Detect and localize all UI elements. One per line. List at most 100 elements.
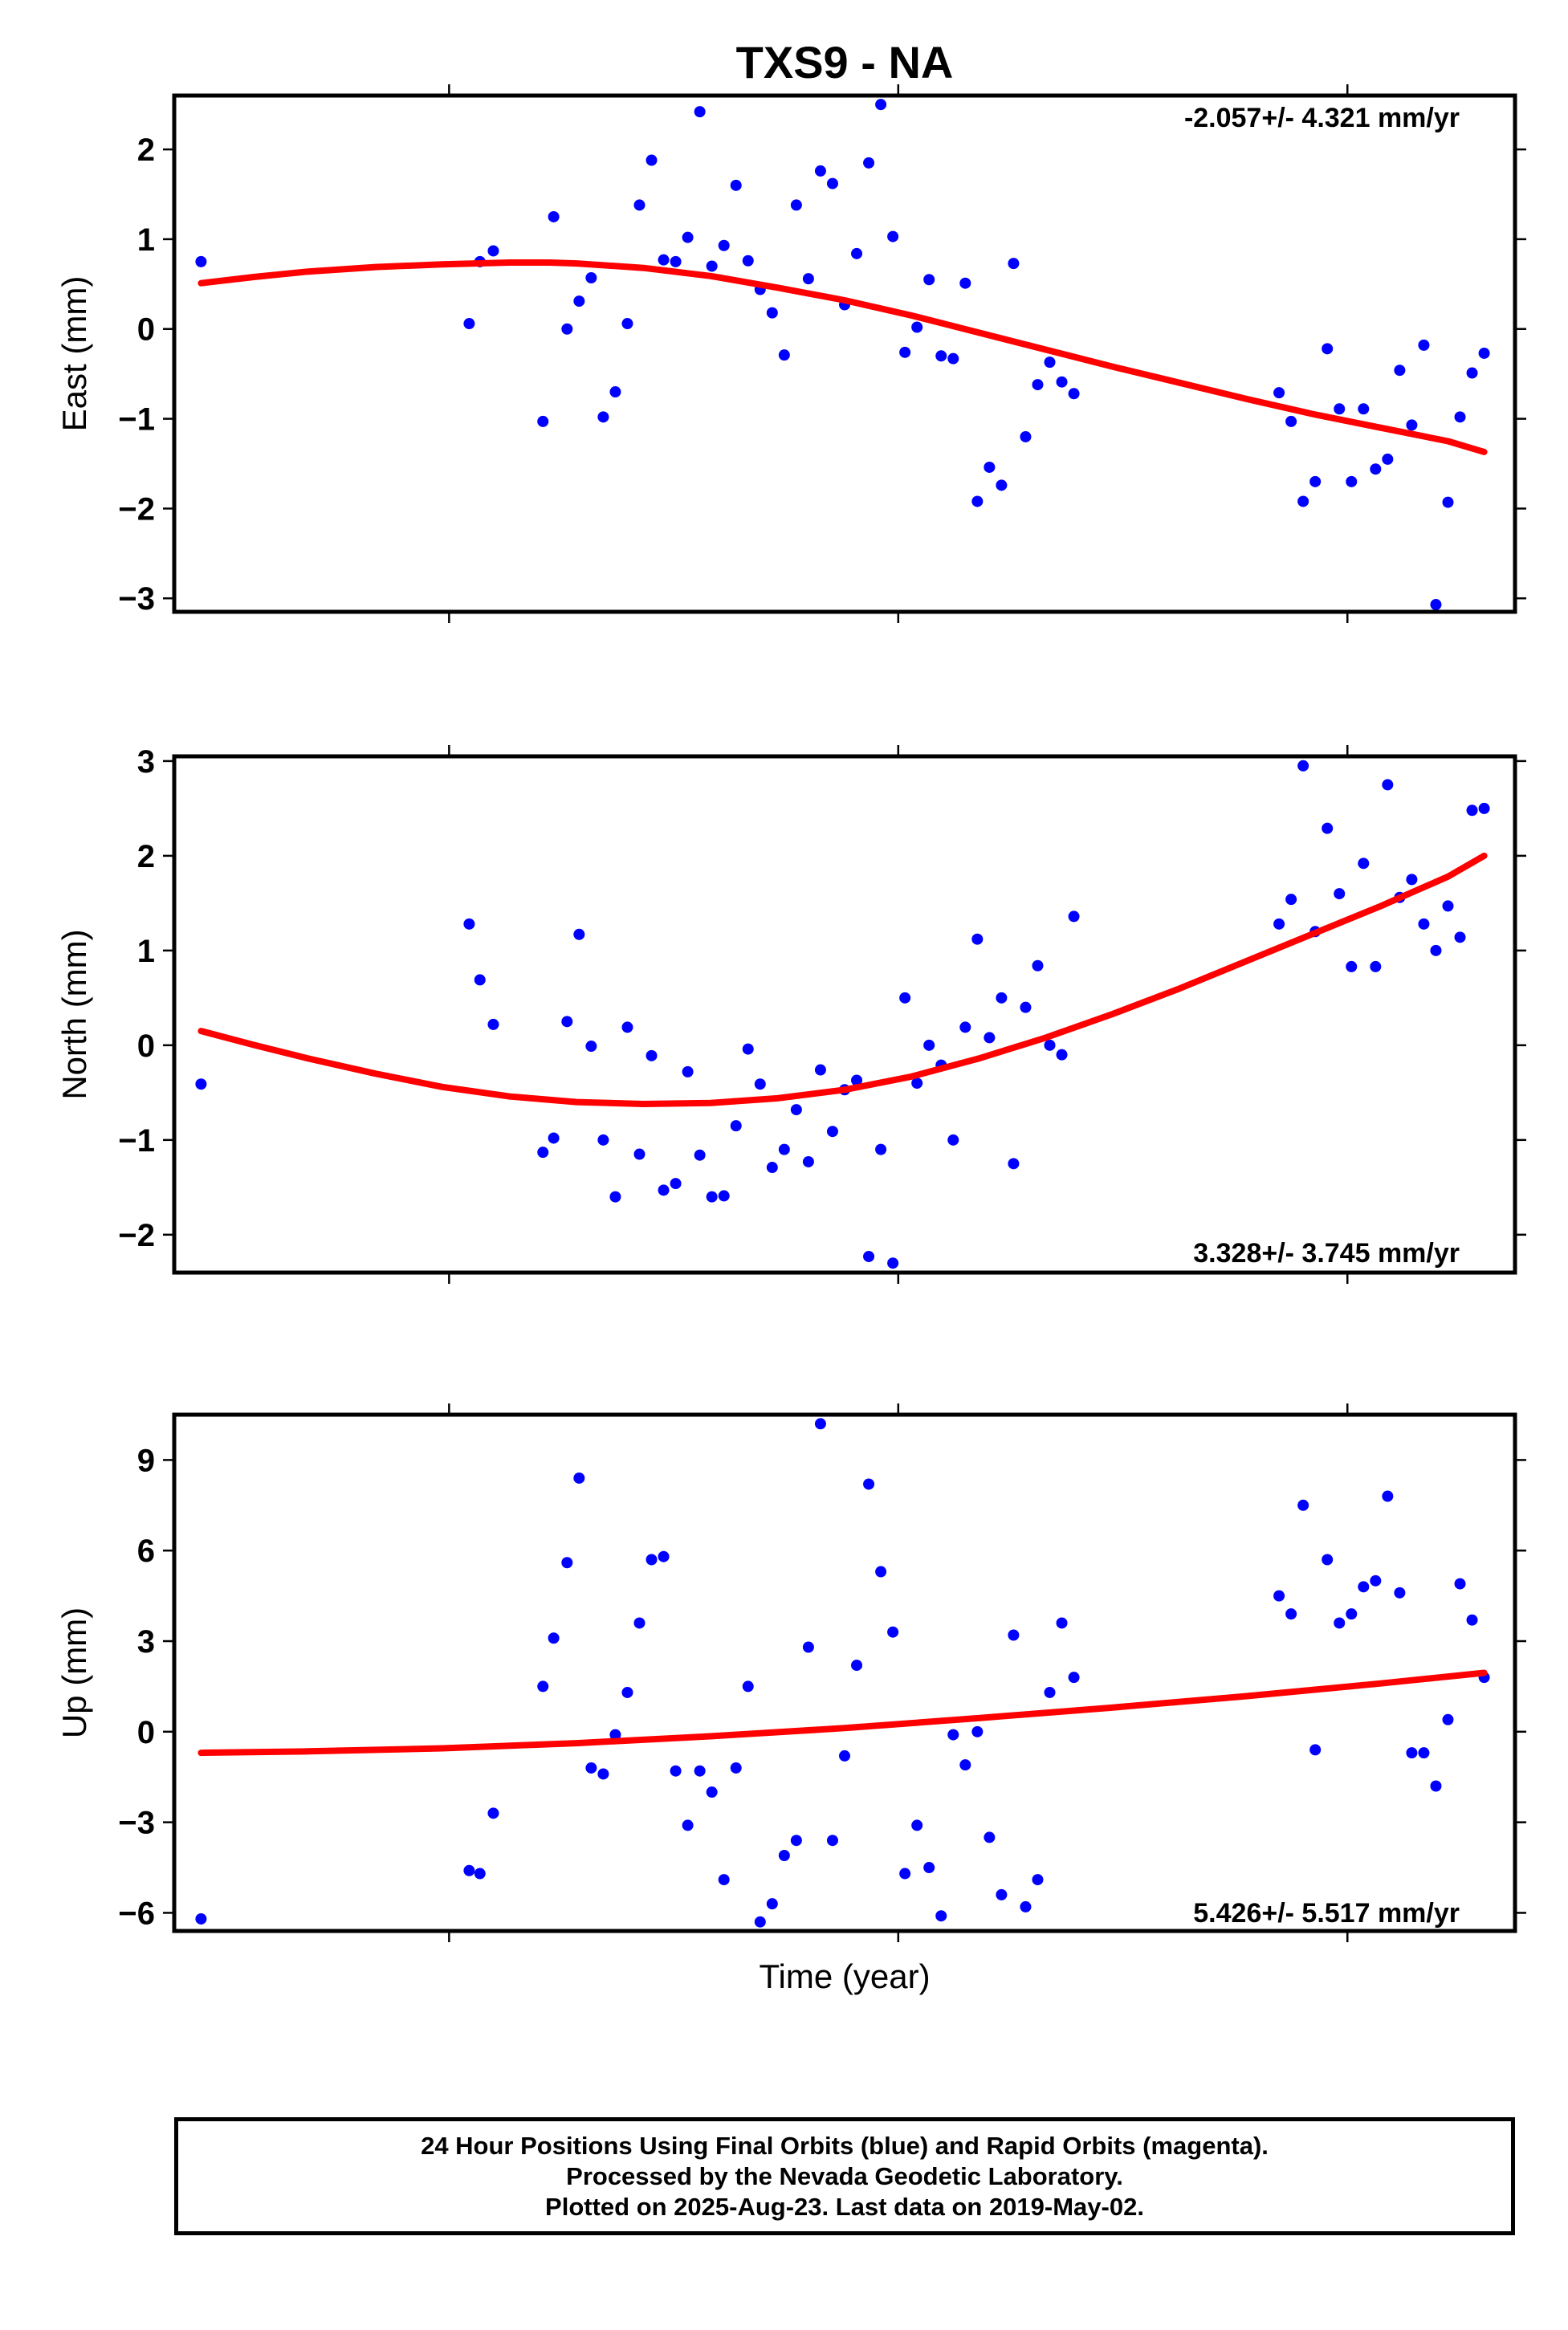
north-data-point (463, 918, 475, 930)
east-data-point (633, 199, 646, 211)
east-data-point (899, 346, 911, 358)
east-plot-area (195, 99, 1490, 611)
east-data-point (1032, 379, 1044, 391)
north-data-point (1430, 944, 1442, 956)
up-data-point (706, 1786, 718, 1798)
up-data-point (609, 1729, 621, 1741)
north-data-point (802, 1155, 814, 1167)
up-data-point (548, 1632, 560, 1644)
up-data-point (474, 1868, 486, 1880)
east-data-point (1068, 388, 1080, 400)
up-data-point (1044, 1686, 1056, 1698)
north-ytick-label: −1 (118, 1123, 155, 1159)
footer-line-processed: Processed by the Nevada Geodetic Laborat… (566, 2161, 1123, 2190)
east-data-point (887, 230, 899, 242)
north-data-point (996, 992, 1008, 1004)
north-data-point (573, 928, 585, 940)
east-y-axis-label: East (mm) (55, 276, 93, 432)
north-data-point (1442, 900, 1454, 912)
up-data-point (1466, 1614, 1478, 1626)
north-data-point (887, 1257, 899, 1269)
east-ytick-label: 0 (137, 312, 155, 348)
north-data-point (195, 1078, 207, 1090)
north-data-point (971, 933, 984, 945)
north-data-point (1478, 802, 1490, 814)
north-data-point (621, 1021, 633, 1033)
north-data-point (1322, 822, 1334, 834)
north-ytick-label: 2 (137, 839, 155, 874)
north-data-point (1334, 888, 1346, 900)
east-data-point (1454, 411, 1466, 423)
north-y-axis-label: North (mm) (55, 929, 93, 1099)
east-data-point (971, 495, 984, 507)
up-data-point (875, 1566, 887, 1578)
east-data-point (646, 154, 658, 166)
up-data-point (778, 1849, 790, 1861)
north-ytick-label: −2 (118, 1218, 155, 1253)
up-data-point (658, 1550, 670, 1562)
up-data-point (1370, 1574, 1382, 1587)
up-data-point (1430, 1780, 1442, 1792)
north-ytick-label: 0 (137, 1029, 155, 1064)
north-data-point (899, 992, 911, 1004)
up-panel: 9 6 3 0 −3 −6 Up (mm) 5.426+/- 5.517 mm/yr (55, 1403, 1526, 1942)
north-data-point (1297, 760, 1309, 772)
east-panel: 2 1 0 −1 −2 −3 East (mm) -2.057+/- 4.321 mm/yr (55, 84, 1526, 623)
north-data-point (597, 1134, 609, 1146)
up-data-point (1068, 1672, 1080, 1684)
north-data-point (1418, 918, 1430, 930)
north-data-point (778, 1143, 790, 1155)
east-ytick-label: −2 (118, 491, 155, 527)
north-data-point (1068, 910, 1080, 923)
up-data-point (984, 1831, 996, 1843)
north-data-point (646, 1049, 658, 1061)
north-data-point (682, 1065, 694, 1077)
up-axes-frame (172, 1412, 1517, 1933)
east-fit-curve (198, 259, 1488, 455)
north-data-point (658, 1184, 670, 1196)
east-data-point (597, 411, 609, 423)
up-plot-area (195, 1418, 1490, 1928)
east-data-point (1418, 339, 1430, 351)
north-data-point (1008, 1158, 1020, 1170)
north-data-point (984, 1032, 996, 1044)
east-data-point (766, 307, 778, 319)
north-data-point (1020, 1001, 1032, 1013)
east-data-point (814, 165, 826, 177)
east-data-point (694, 106, 706, 118)
north-data-point (1382, 779, 1394, 791)
east-data-point (1478, 347, 1490, 359)
up-data-point (814, 1418, 826, 1430)
footer-caption-box: 24 Hour Positions Using Final Orbits (bl… (174, 2117, 1515, 2235)
north-data-point (609, 1191, 621, 1203)
east-data-point (609, 386, 621, 398)
up-ytick-label: 6 (137, 1534, 155, 1569)
north-data-point (1044, 1039, 1056, 1051)
east-data-point (863, 157, 875, 169)
east-ytick-label: −3 (118, 581, 155, 617)
up-data-point (1297, 1499, 1309, 1511)
north-data-point (742, 1043, 754, 1055)
east-ytick-label: 2 (137, 132, 155, 168)
east-data-point (487, 245, 499, 257)
up-data-point (754, 1916, 766, 1928)
up-data-point (1334, 1617, 1346, 1629)
east-data-point (1382, 453, 1394, 465)
up-ytick-label: −3 (118, 1806, 155, 1841)
east-ytick-label: −1 (118, 402, 155, 438)
east-data-point (658, 254, 670, 266)
east-data-point (947, 352, 959, 365)
up-data-point (1309, 1744, 1322, 1756)
east-data-point (670, 255, 682, 267)
north-data-point (863, 1250, 875, 1262)
up-data-point (887, 1626, 899, 1638)
up-ytick-label: 3 (137, 1624, 155, 1660)
up-data-point (1442, 1713, 1454, 1725)
north-data-point (947, 1134, 959, 1146)
up-data-point (1273, 1590, 1285, 1602)
east-data-point (1008, 258, 1020, 270)
north-data-point (548, 1132, 560, 1144)
up-data-point (646, 1554, 658, 1566)
east-data-point (802, 273, 814, 285)
north-data-point (537, 1147, 549, 1159)
